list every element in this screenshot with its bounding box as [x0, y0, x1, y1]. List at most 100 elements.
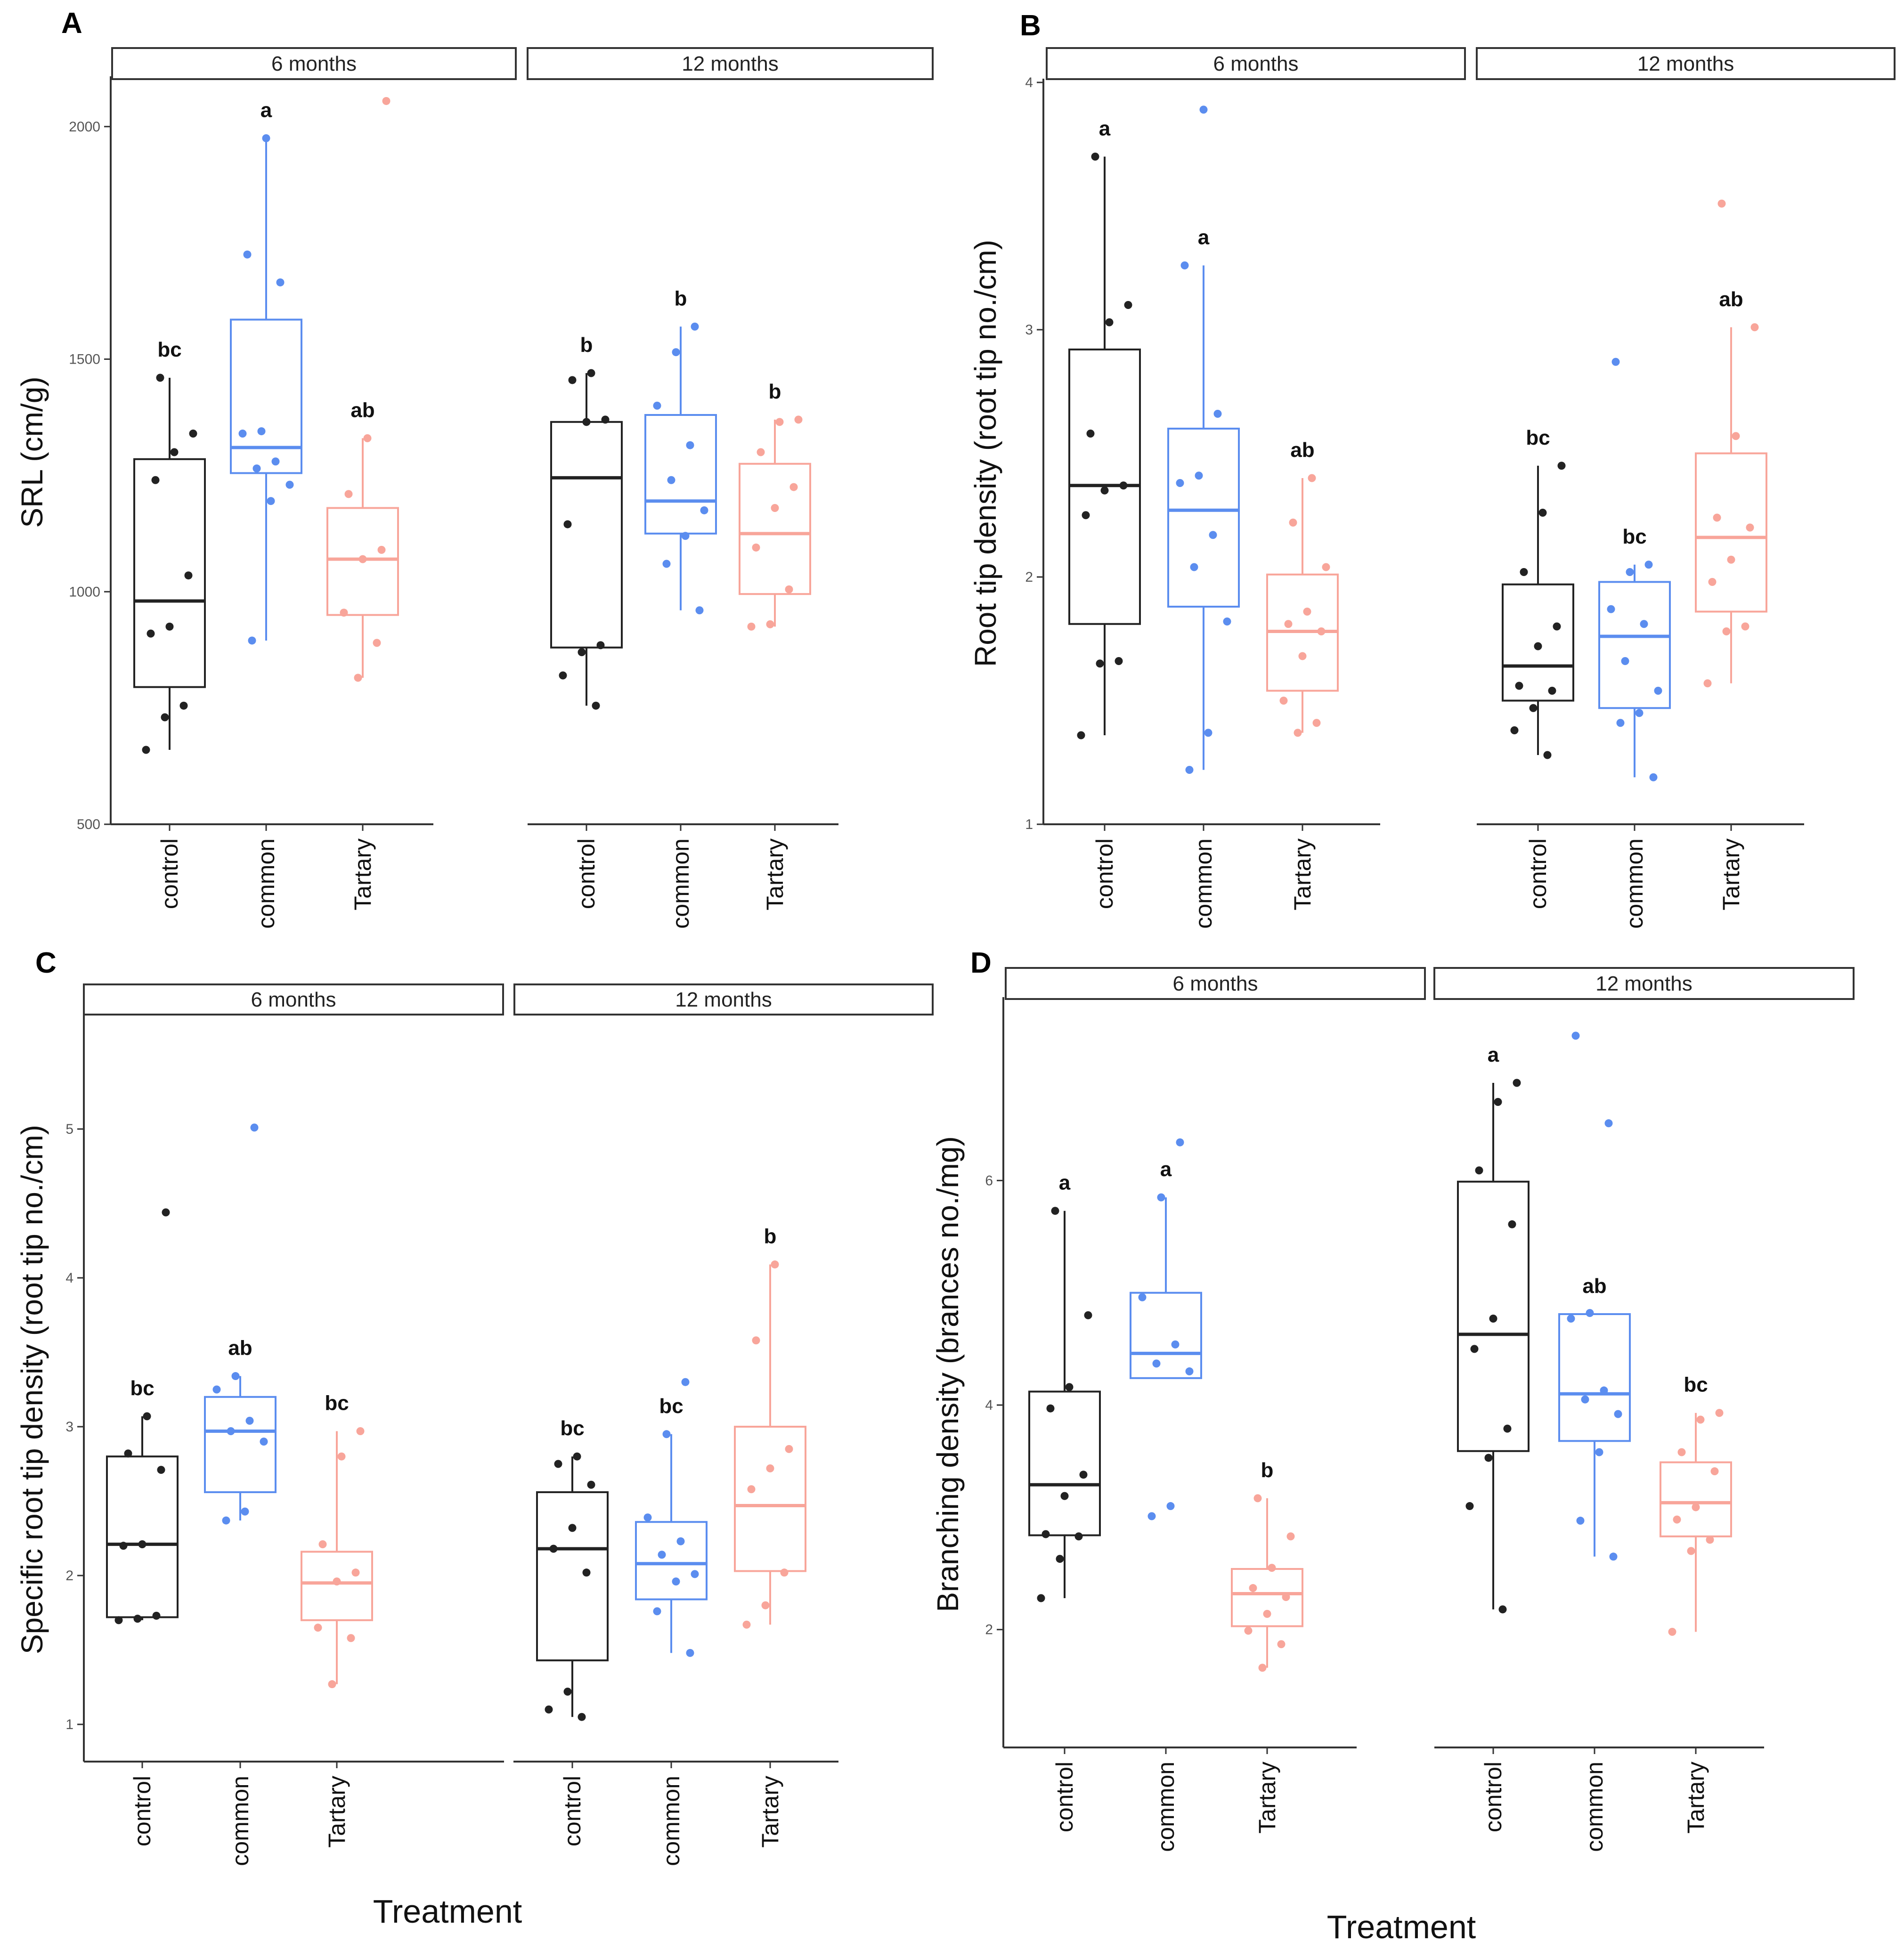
data-point — [761, 1601, 770, 1609]
data-point — [1282, 1593, 1290, 1601]
significance-letter: bc — [325, 1391, 349, 1414]
data-point — [1503, 1424, 1512, 1433]
data-point — [573, 1452, 581, 1461]
data-point — [1692, 1503, 1700, 1511]
data-point — [1056, 1555, 1064, 1563]
data-point — [1708, 578, 1717, 586]
facet-strip — [1476, 47, 1896, 80]
data-point — [785, 585, 793, 593]
y-tick-label: 5 — [65, 1121, 73, 1137]
data-point — [1294, 729, 1302, 737]
facet-strip-label: 12 months — [1595, 972, 1692, 995]
y-tick-label: 3 — [65, 1419, 73, 1435]
data-point — [789, 483, 798, 491]
data-point — [1609, 1552, 1618, 1561]
data-point — [142, 746, 150, 754]
data-point — [1082, 511, 1090, 520]
data-point — [794, 415, 803, 424]
data-point — [1086, 430, 1095, 438]
data-point — [1100, 486, 1109, 495]
data-point — [377, 545, 386, 554]
data-point — [1640, 620, 1648, 628]
data-point — [1616, 719, 1625, 727]
box — [1660, 1461, 1732, 1537]
data-point — [1253, 1494, 1262, 1503]
facet-strip-label: 6 months — [1173, 972, 1258, 995]
data-point — [752, 1336, 760, 1345]
data-point — [241, 1507, 249, 1516]
x-tick-label: Tartary — [324, 1776, 350, 1848]
significance-letter: a — [1059, 1171, 1071, 1194]
data-point — [267, 497, 275, 505]
x-tick-label: Tartary — [1254, 1762, 1280, 1834]
y-tick-label: 1000 — [69, 584, 100, 600]
y-tick-label: 1 — [1025, 817, 1033, 832]
data-point — [1713, 513, 1721, 522]
data-point — [686, 441, 694, 449]
box-group-common: bc common — [1598, 357, 1671, 929]
facet-strip — [1005, 967, 1426, 1000]
y-tick-label: 4 — [65, 1270, 73, 1286]
data-point — [1152, 1359, 1161, 1368]
data-point — [587, 369, 595, 377]
data-point — [222, 1516, 230, 1525]
box-group-tartary: ab Tartary — [326, 97, 399, 910]
significance-letter: a — [1160, 1158, 1172, 1181]
data-point — [1096, 659, 1104, 668]
x-tick-label: common — [227, 1776, 253, 1866]
y-tick-label: 3 — [1025, 322, 1033, 338]
data-point — [549, 1544, 558, 1553]
data-point — [601, 415, 610, 424]
data-point — [337, 1452, 346, 1461]
data-point — [271, 457, 280, 466]
data-point — [1042, 1530, 1050, 1538]
x-tick-label: common — [1581, 1762, 1608, 1852]
data-point — [1581, 1395, 1589, 1404]
data-point — [1119, 481, 1128, 490]
data-point — [1147, 1512, 1156, 1520]
data-point — [161, 713, 169, 722]
data-point — [1534, 642, 1542, 650]
data-point — [1595, 1448, 1603, 1456]
y-tick-label: 500 — [77, 817, 100, 832]
data-point — [1185, 1367, 1194, 1376]
data-point — [1732, 432, 1740, 440]
x-tick-label: control — [559, 1776, 586, 1846]
significance-letter: a — [1488, 1043, 1499, 1066]
data-point — [243, 250, 252, 259]
data-point — [691, 1570, 699, 1578]
data-point — [695, 606, 704, 615]
data-point — [382, 97, 391, 105]
data-point — [1268, 1564, 1276, 1572]
facet-strip-label: 12 months — [675, 988, 772, 1011]
significance-letter: b — [769, 380, 781, 403]
data-point — [568, 1524, 577, 1532]
data-point — [747, 622, 756, 631]
facet-strip — [83, 983, 504, 1016]
data-point — [1190, 563, 1198, 571]
facet-strip-label: 6 months — [1213, 52, 1299, 75]
data-point — [1706, 1536, 1714, 1544]
data-point — [1244, 1626, 1253, 1635]
data-point — [340, 609, 348, 617]
significance-letter: b — [1261, 1459, 1274, 1482]
data-point — [1322, 563, 1330, 571]
panel-letter: B — [1020, 9, 1041, 42]
data-point — [1621, 657, 1629, 665]
data-point — [672, 348, 680, 357]
data-point — [184, 571, 193, 580]
box-group-common: bc common — [635, 1378, 708, 1866]
data-point — [766, 620, 774, 628]
data-point — [257, 427, 266, 436]
data-point — [691, 322, 699, 331]
x-tick-label: Tartary — [1289, 838, 1316, 910]
data-point — [165, 622, 174, 631]
data-point — [653, 1607, 661, 1616]
data-point — [285, 480, 294, 489]
data-point — [1727, 555, 1735, 564]
data-point — [780, 1568, 789, 1577]
box-group-tartary: ab Tartary — [1695, 199, 1767, 910]
data-point — [1091, 153, 1099, 161]
data-point — [1498, 1605, 1507, 1614]
